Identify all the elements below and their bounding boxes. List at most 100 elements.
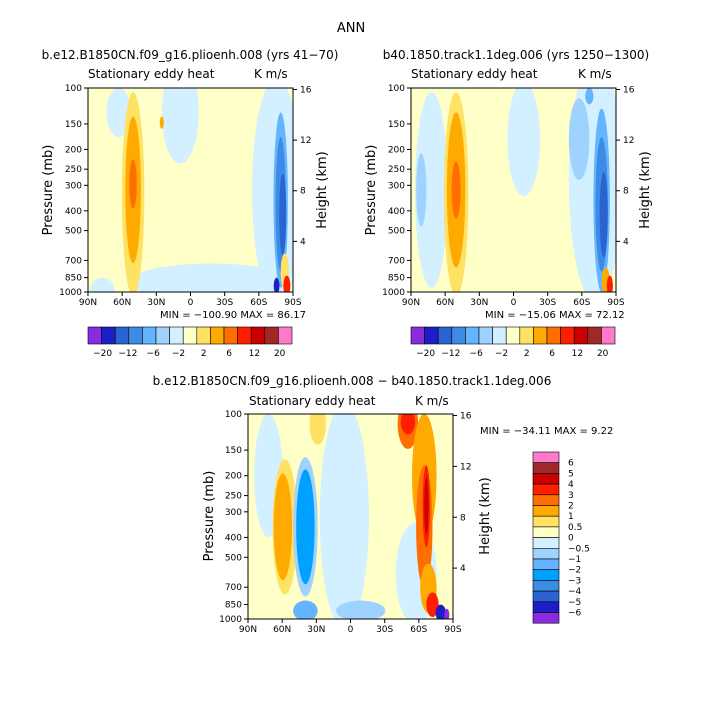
y-tick-label: 300 [225, 508, 242, 518]
x-tick-label: 60S [410, 625, 427, 635]
colorbar-box [532, 547, 560, 560]
x-tick-label: 0 [511, 298, 517, 308]
colorbar-tick-label: −2 [172, 349, 185, 359]
contour-region [415, 92, 448, 288]
x-tick-label: 30N [307, 625, 325, 635]
panel-1-right-label: K m/s [254, 67, 288, 81]
colorbar-tick-label: 2 [568, 502, 574, 512]
colorbar-box [532, 569, 560, 581]
x-tick-label: 30S [216, 298, 233, 308]
contour-region [606, 275, 613, 292]
panel-2-plot: 90N 60N 30N 0 30S 60S 90S 100 150 200 250 300 400 500… [382, 84, 635, 308]
panel-1-plot: 90N 60N 30N 0 30S 60S 90S 100 150 200 250 300 400 500… [59, 84, 312, 308]
x-tick-label: 90N [79, 298, 97, 308]
contour-region [283, 275, 291, 292]
colorbar-tick-label: −2 [495, 349, 508, 359]
colorbar-box [546, 326, 561, 345]
contour-region [90, 277, 115, 292]
panel-1-left-label: Stationary eddy heat [88, 67, 215, 81]
colorbar-tick-label: −6 [147, 349, 161, 359]
y-tick-label: 500 [65, 227, 82, 237]
colorbar-horizontal: −20 −12 −6 −2 2 6 12 20 −20 −12 −6 −2 2 6 12 20 [87, 326, 616, 359]
contour-fill [248, 414, 453, 619]
colorbar-box [237, 326, 252, 345]
colorbar-box [532, 462, 560, 474]
y-tick-label: 500 [225, 553, 242, 563]
colorbar-box [465, 326, 480, 345]
colorbar-box [532, 558, 560, 570]
colorbar-tick-label: −3 [568, 576, 581, 586]
colorbar-tick-label: −6 [470, 349, 484, 359]
panel-2-title: b40.1850.track1.1deg.006 (yrs 1250−1300) [383, 48, 649, 62]
colorbar-tick-label: 12 [249, 349, 260, 359]
colorbar-tick-label: 0.5 [568, 523, 582, 533]
colorbar-box [505, 326, 521, 345]
colorbar-tick-label: −12 [441, 349, 460, 359]
contour-region [319, 414, 369, 619]
colorbar-box [532, 601, 560, 613]
colorbar-box [587, 326, 602, 345]
y-tick-label: 250 [388, 165, 405, 175]
panel-3-title: b.e12.B1850CN.f09_g16.plioenh.008 − b40.… [153, 374, 552, 388]
contour-region [400, 414, 416, 435]
contour-region [336, 600, 386, 619]
y2-tick-label: 12 [300, 136, 311, 146]
colorbar-box [532, 473, 560, 485]
colorbar-tick-label: 4 [568, 480, 574, 490]
y-tick-label: 1000 [219, 615, 242, 625]
colorbar-tick-label: −4 [568, 587, 582, 597]
panel-3-plot: 90N 60N 30N 0 30S 60S 90S 100 150 200 250 300 400 500… [219, 410, 472, 635]
colorbar-box [142, 326, 157, 345]
y-tick-label: 100 [388, 84, 405, 94]
y-tick-label: 250 [65, 165, 82, 175]
contour-region [435, 604, 446, 619]
colorbar-tick-label: −5 [568, 598, 581, 608]
colorbar-box [264, 326, 279, 345]
colorbar-tick-label: 1 [568, 512, 574, 522]
colorbar-tick-label: −20 [93, 349, 112, 359]
y-tick-label: 1000 [59, 288, 82, 298]
x-tick-label: 90N [402, 298, 420, 308]
y2-tick-label: 16 [460, 412, 472, 422]
colorbar-tick-label: 0 [568, 534, 574, 544]
colorbar-box [533, 326, 548, 345]
colorbar-tick-label: −6 [568, 609, 582, 619]
y2-tick-label: 12 [623, 136, 634, 146]
contour-fill [411, 88, 616, 292]
colorbar-box [492, 326, 507, 345]
colorbar-tick-label: 3 [568, 491, 574, 501]
colorbar-tick-label: 6 [226, 349, 232, 359]
contour-region [296, 469, 315, 585]
colorbar-box [437, 326, 453, 345]
y-tick-label: 1000 [382, 288, 405, 298]
y-tick-label: 200 [65, 145, 82, 155]
colorbar-box [478, 326, 493, 345]
y-tick-label: 400 [65, 207, 82, 217]
colorbar-box [532, 580, 560, 592]
figure-title: ANN [337, 21, 365, 36]
colorbar-tick-label: −12 [118, 349, 137, 359]
contour-region [416, 153, 427, 227]
colorbar-tick-label: −1 [568, 555, 581, 565]
y-tick-label: 300 [65, 181, 82, 191]
y-tick-label: 200 [388, 145, 405, 155]
panel-3-minmax: MIN = −34.11 MAX = 9.22 [480, 426, 613, 437]
contour-region [129, 263, 293, 292]
colorbar-box [573, 326, 589, 345]
panel-3-left-label: Stationary eddy heat [249, 394, 376, 408]
y-tick-label: 150 [65, 120, 82, 130]
y-tick-label: 700 [225, 583, 242, 593]
x-tick-label: 60N [273, 625, 291, 635]
y-tick-label: 100 [65, 84, 82, 94]
contour-region [279, 173, 287, 256]
colorbar-box [532, 515, 560, 528]
y-tick-label: 400 [225, 533, 242, 543]
contour-region [507, 88, 541, 197]
colorbar-box [519, 326, 534, 345]
panel-3-y2label: Height (km) [478, 477, 493, 554]
colorbar-tick-label: 6 [549, 349, 555, 359]
colorbar-box [155, 326, 170, 345]
y-tick-label: 250 [225, 492, 242, 502]
